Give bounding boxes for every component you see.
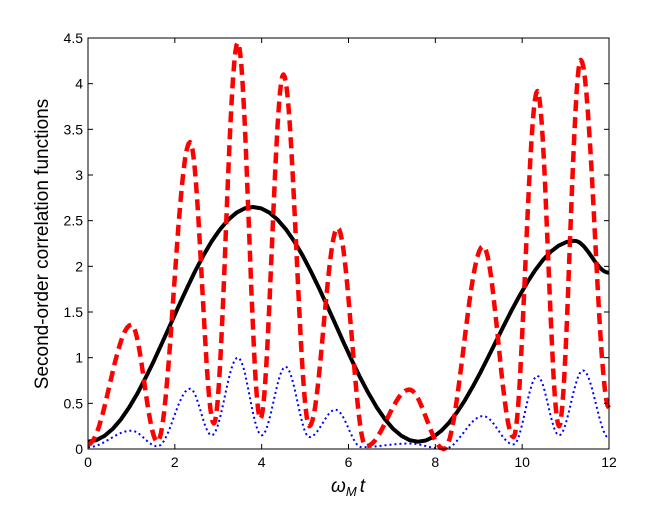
series-blue-dotted bbox=[87, 356, 610, 450]
x-axis-label: ωM t bbox=[331, 476, 366, 499]
y-tick-label: 1.5 bbox=[64, 304, 84, 320]
x-axis-label-subscript: M bbox=[346, 484, 357, 499]
x-tick-label: 4 bbox=[258, 454, 266, 470]
x-axis-label-omega: ω bbox=[331, 476, 346, 497]
y-tick-label: 2.5 bbox=[64, 213, 84, 229]
x-tick-label: 6 bbox=[345, 454, 353, 470]
y-axis-label: Second-order correlation functions bbox=[32, 99, 53, 389]
tick-layer: 0 2 4 6 8 10 12 0 0.5 1 1.5 2 2.5 3 3.5 4 4.5 bbox=[64, 30, 617, 470]
y-tick-label: 0 bbox=[75, 441, 83, 457]
plot-area bbox=[88, 38, 609, 449]
y-tick-label: 3 bbox=[75, 167, 83, 183]
x-tick-label: 0 bbox=[84, 454, 92, 470]
x-tick-label: 12 bbox=[601, 454, 617, 470]
x-axis-label-var: t bbox=[360, 476, 366, 497]
series-red-dashed bbox=[87, 40, 611, 452]
series-black-solid bbox=[87, 205, 610, 444]
y-tick-label: 2 bbox=[75, 258, 83, 274]
x-tick-label: 8 bbox=[431, 454, 439, 470]
y-tick-label: 1 bbox=[75, 350, 83, 366]
series-layer bbox=[87, 40, 611, 452]
y-tick-label: 3.5 bbox=[64, 121, 84, 137]
y-tick-label: 0.5 bbox=[64, 395, 84, 411]
x-tick-label: 10 bbox=[514, 454, 530, 470]
x-tick-label: 2 bbox=[171, 454, 179, 470]
y-tick-label: 4 bbox=[75, 76, 83, 92]
y-tick-label: 4.5 bbox=[64, 30, 84, 46]
